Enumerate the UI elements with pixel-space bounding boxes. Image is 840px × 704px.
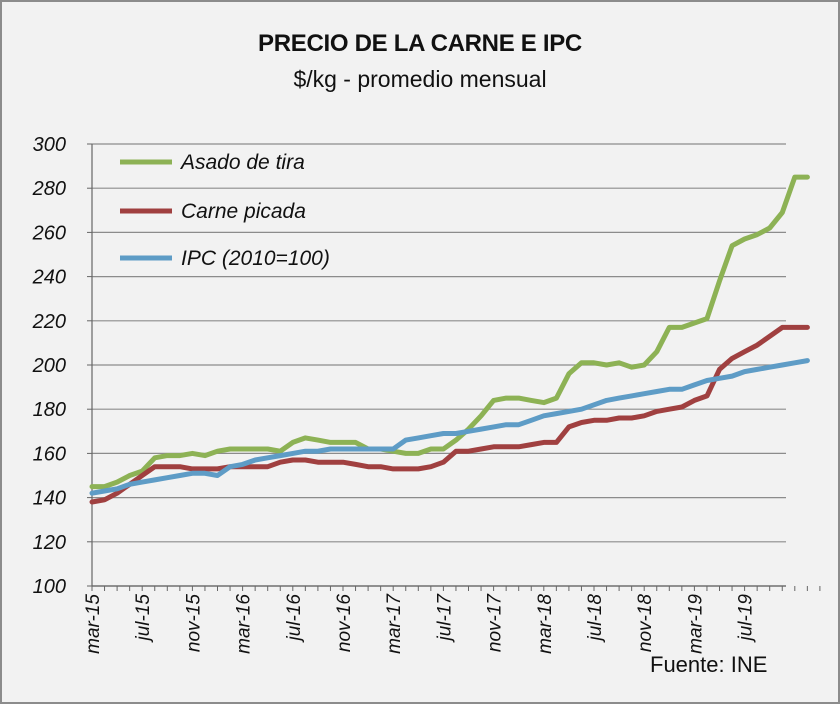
y-tick-label: 180 [33, 399, 66, 421]
x-tick-label: mar-17 [384, 593, 405, 654]
y-tick-label: 100 [33, 576, 66, 598]
x-tick-label: jul-17 [434, 593, 455, 644]
x-tick-label: jul-18 [585, 594, 606, 644]
series-lines [89, 174, 810, 505]
y-tick-label: 120 [33, 532, 66, 554]
y-axis: 100 120 140 160 180 200 220 240 260 280 300 [32, 134, 93, 598]
x-tick-label: nov-16 [334, 594, 355, 653]
x-tick-label: nov-17 [485, 593, 506, 653]
y-tick-label: 280 [32, 178, 66, 200]
series-line-carne-picada [89, 324, 810, 505]
x-axis: mar-15 jul-15 nov-15 mar-16 jul-16 nov-16 mar-… [83, 585, 821, 654]
y-tick-label: 200 [32, 355, 66, 377]
x-tick-label: jul-15 [133, 594, 154, 644]
x-tick-label: mar-19 [685, 594, 706, 654]
legend: Asado de tira Carne picada IPC (2010=100) [120, 151, 330, 270]
y-tick-label: 260 [32, 222, 66, 244]
y-tick-label: 240 [32, 267, 66, 289]
chart-subtitle: $/kg - promedio mensual [293, 66, 547, 92]
x-tick-label: mar-16 [234, 594, 255, 654]
x-tick-label: nov-15 [183, 594, 204, 653]
series-line-ipc-2010-100 [89, 358, 810, 496]
x-tick-label: jul-19 [736, 594, 757, 644]
legend-label: IPC (2010=100) [181, 247, 330, 270]
source-note: Fuente: INE [650, 652, 767, 677]
chart-title: PRECIO DE LA CARNE E IPC [258, 30, 582, 57]
series-line-asado-de-tira [89, 174, 810, 490]
x-tick-label: jul-16 [284, 594, 305, 644]
y-tick-label: 220 [32, 311, 66, 333]
legend-label: Carne picada [181, 200, 306, 223]
legend-label: Asado de tira [179, 151, 305, 174]
x-tick-label: mar-15 [83, 594, 104, 654]
y-tick-label: 300 [33, 134, 66, 156]
y-tick-label: 140 [33, 488, 66, 510]
y-tick-label: 160 [33, 443, 66, 465]
x-tick-label: nov-18 [635, 594, 656, 653]
x-tick-label: mar-18 [535, 594, 556, 654]
